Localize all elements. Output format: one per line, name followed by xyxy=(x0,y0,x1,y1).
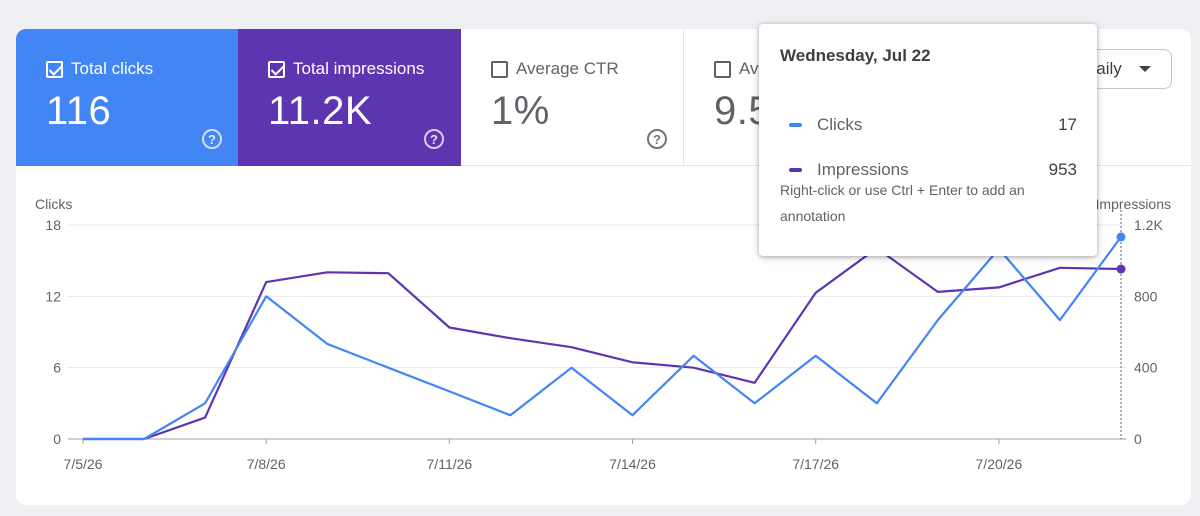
tile-average-ctr[interactable]: Average CTR 1% ? xyxy=(461,29,684,166)
x-tick-label: 7/14/26 xyxy=(609,456,656,472)
tooltip-annotation-hint: Right-click or use Ctrl + Enter to add a… xyxy=(780,182,1025,224)
series-swatch-icon xyxy=(789,123,802,127)
tooltip-date: Wednesday, Jul 22 xyxy=(780,46,931,65)
tooltip-row-value: 17 xyxy=(1058,115,1077,134)
tile-value: 11.2K xyxy=(268,89,373,133)
tile-label: Average CTR xyxy=(516,59,619,78)
x-tick-label: 7/8/26 xyxy=(247,456,286,472)
tooltip-row-value: 953 xyxy=(1048,160,1077,179)
tooltip-row-clicks: Clicks 17 xyxy=(789,113,1077,137)
tile-label: Total clicks xyxy=(71,59,154,78)
line-chart[interactable]: 0 6 12 18 0 400 800 1.2K Clicks Impressions 7/5/26… xyxy=(16,29,1191,505)
tile-total-clicks[interactable]: Total clicks 116 ? xyxy=(16,29,238,166)
tile-value: 116 xyxy=(46,89,112,133)
y-tick-label: 0 xyxy=(53,431,61,447)
tooltip-row-impressions: Impressions 953 xyxy=(789,158,1077,182)
tile-label: Total impressions xyxy=(293,59,425,78)
tile-value: 1% xyxy=(491,89,550,133)
help-icon[interactable]: ? xyxy=(424,129,444,149)
checkbox-unchecked-icon[interactable] xyxy=(491,60,508,78)
caret-down-icon xyxy=(1139,66,1151,72)
series-point-clicks xyxy=(1116,232,1126,242)
series-point-impressions xyxy=(1116,264,1126,274)
y-tick-label: 18 xyxy=(45,217,61,233)
y-tick-label: 6 xyxy=(53,360,61,376)
x-tick-label: 7/20/26 xyxy=(976,456,1023,472)
y-tick-label: 12 xyxy=(45,288,61,304)
y-right-tick-label: 0 xyxy=(1134,431,1142,447)
x-tick-label: 7/17/26 xyxy=(792,456,839,472)
x-tick-label: 7/5/26 xyxy=(64,456,103,472)
y-right-tick-label: 800 xyxy=(1134,288,1158,304)
y-right-tick-label: 400 xyxy=(1134,360,1158,376)
series-line-impressions xyxy=(83,247,1122,441)
help-icon[interactable]: ? xyxy=(202,129,222,149)
chart-tooltip: Wednesday, Jul 22 Clicks 17 Impressions … xyxy=(759,24,1097,256)
tile-total-impressions[interactable]: Total impressions 11.2K ? xyxy=(238,29,461,166)
tooltip-row-label: Clicks xyxy=(817,115,863,134)
checkbox-checked-icon[interactable] xyxy=(46,60,63,78)
tooltip-row-label: Impressions xyxy=(817,160,909,179)
series-swatch-icon xyxy=(789,168,802,172)
y-axis-label: Clicks xyxy=(35,196,72,212)
help-icon[interactable]: ? xyxy=(647,129,667,149)
y-right-axis-label: Impressions xyxy=(1096,196,1171,212)
checkbox-checked-icon[interactable] xyxy=(268,60,285,78)
checkbox-unchecked-icon[interactable] xyxy=(714,60,731,78)
x-tick-label: 7/11/26 xyxy=(427,456,473,472)
series-line-clicks xyxy=(83,236,1122,441)
y-right-tick-label: 1.2K xyxy=(1134,217,1163,233)
